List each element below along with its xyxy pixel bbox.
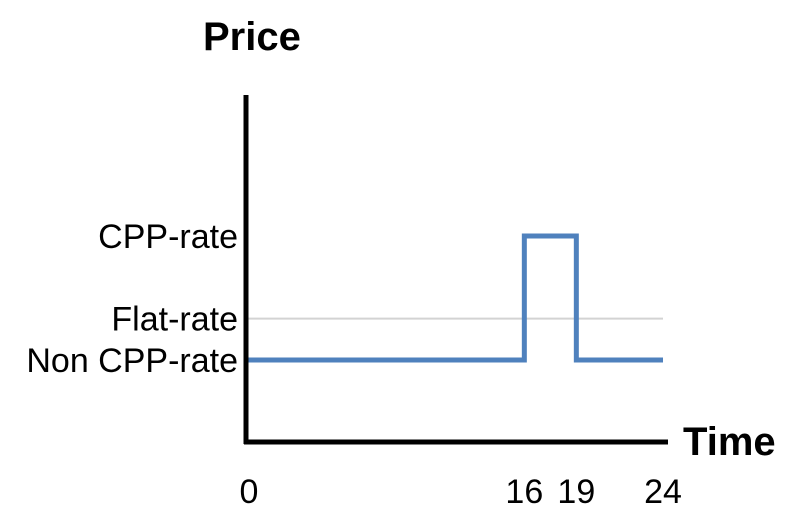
x-tick-labels: 0 16 19 24 [240,473,682,508]
price-series-line [247,233,663,363]
x-tick-label: 16 [505,473,543,508]
y-axis-title: Price [203,15,301,59]
x-tick-label: 0 [240,473,259,508]
y-tick-label: CPP-rate [98,218,238,256]
y-tick-label: Non CPP-rate [26,342,238,380]
x-tick-label: 24 [644,473,682,508]
axes [243,95,668,445]
series-lines [247,233,663,363]
x-axis-title: Time [683,420,776,464]
y-tick-label: Flat-rate [111,301,238,339]
x-tick-label: 19 [557,473,595,508]
